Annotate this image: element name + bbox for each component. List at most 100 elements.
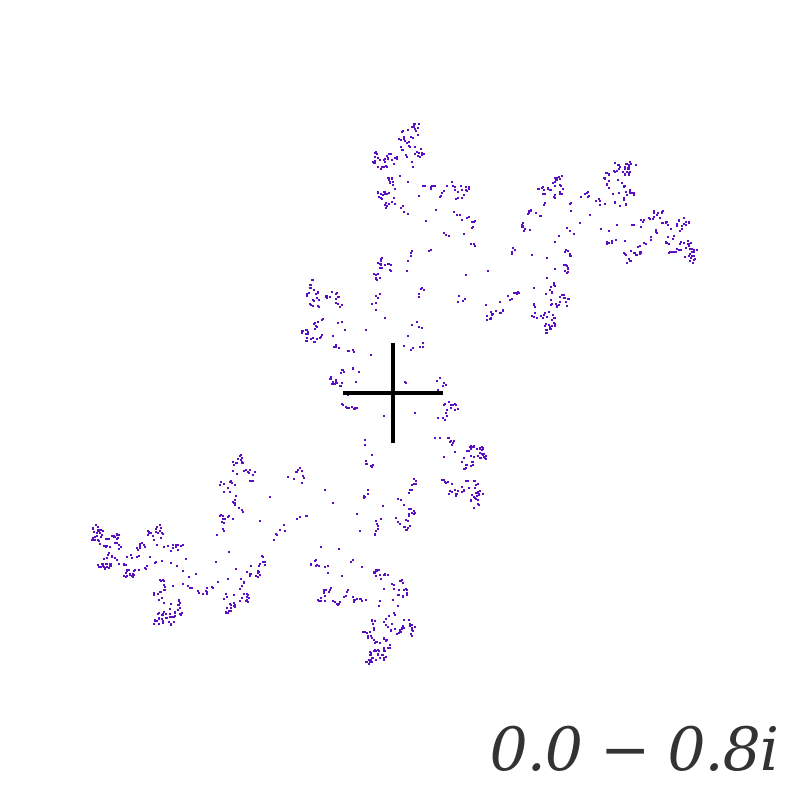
julia-point — [305, 329, 307, 331]
julia-point — [252, 474, 254, 476]
julia-point — [248, 597, 250, 599]
julia-point — [546, 329, 548, 331]
julia-point — [584, 193, 586, 195]
julia-point — [403, 589, 405, 591]
julia-point — [241, 597, 243, 599]
julia-point — [171, 616, 173, 618]
julia-point — [333, 346, 335, 348]
julia-point — [136, 547, 138, 549]
julia-point — [103, 545, 105, 547]
julia-point — [320, 336, 322, 338]
julia-point — [655, 231, 657, 233]
julia-point — [100, 529, 102, 531]
julia-point — [409, 625, 411, 627]
julia-point — [457, 191, 459, 193]
julia-point — [388, 203, 390, 205]
julia-point — [455, 404, 457, 406]
julia-point — [430, 186, 432, 188]
julia-point — [690, 257, 692, 259]
julia-point — [126, 575, 128, 577]
julia-point — [108, 567, 110, 569]
julia-point — [420, 148, 422, 150]
julia-point — [246, 593, 248, 595]
julia-point — [376, 523, 378, 525]
julia-point — [639, 251, 641, 253]
julia-point — [92, 527, 94, 529]
julia-point — [254, 471, 256, 473]
julia-point — [327, 572, 329, 574]
julia-point — [377, 528, 379, 530]
julia-point — [120, 546, 122, 548]
julia-point — [604, 203, 606, 205]
julia-point — [479, 490, 481, 492]
julia-point — [312, 305, 314, 307]
julia-point — [439, 377, 441, 379]
julia-point — [687, 240, 689, 242]
julia-point — [565, 301, 567, 303]
julia-point — [226, 596, 228, 598]
julia-point — [153, 539, 155, 541]
julia-point — [228, 551, 230, 553]
julia-point — [181, 612, 183, 614]
julia-point — [543, 204, 545, 206]
julia-point — [177, 549, 179, 551]
julia-point — [544, 193, 546, 195]
julia-point — [414, 512, 416, 514]
julia-point — [376, 153, 378, 155]
julia-point — [332, 381, 334, 383]
julia-point — [101, 534, 103, 536]
julia-point — [257, 576, 259, 578]
julia-point — [448, 235, 450, 237]
julia-point — [687, 243, 689, 245]
julia-point — [436, 380, 438, 382]
julia-point — [379, 277, 381, 279]
julia-point — [549, 289, 551, 291]
julia-point — [625, 254, 627, 256]
julia-point — [653, 216, 655, 218]
julia-point — [408, 515, 410, 517]
julia-point — [111, 555, 113, 557]
julia-point — [553, 282, 555, 284]
julia-point — [689, 253, 691, 255]
julia-point — [553, 196, 555, 198]
julia-point — [411, 161, 413, 163]
julia-point — [231, 482, 233, 484]
julia-point — [421, 287, 423, 289]
julia-point — [629, 189, 631, 191]
julia-point — [172, 544, 174, 546]
julia-point — [424, 185, 426, 187]
julia-point — [667, 236, 669, 238]
julia-point — [299, 467, 301, 469]
julia-point — [454, 489, 456, 491]
julia-point — [543, 314, 545, 316]
julia-point — [257, 570, 259, 572]
julia-point — [346, 591, 348, 593]
julia-point — [461, 486, 463, 488]
julia-point — [410, 136, 412, 138]
julia-point — [558, 235, 560, 237]
julia-point — [534, 306, 536, 308]
julia-point — [375, 295, 377, 297]
julia-point — [156, 544, 158, 546]
julia-point — [623, 252, 625, 254]
julia-point — [102, 530, 104, 532]
julia-point — [393, 584, 395, 586]
julia-point — [523, 230, 525, 232]
julia-point — [336, 603, 338, 605]
julia-point — [535, 212, 537, 214]
julia-point — [542, 193, 544, 195]
julia-point — [259, 563, 261, 565]
julia-point — [434, 185, 436, 187]
julia-point — [531, 254, 533, 256]
julia-point — [329, 589, 331, 591]
julia-point — [387, 574, 389, 576]
julia-point — [608, 187, 610, 189]
julia-point — [483, 456, 485, 458]
julia-point — [316, 297, 318, 299]
julia-point — [381, 654, 383, 656]
julia-point — [616, 224, 618, 226]
julia-point — [386, 205, 388, 207]
julia-point — [470, 499, 472, 501]
julia-point — [552, 182, 554, 184]
